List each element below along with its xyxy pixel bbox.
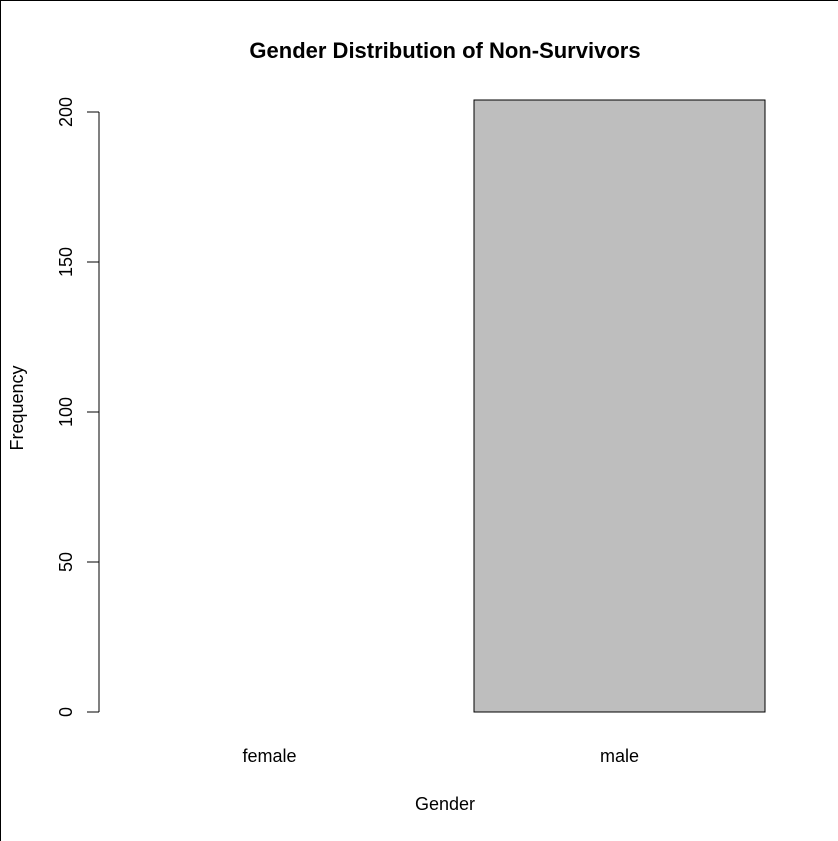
y-tick-label: 150 (56, 247, 76, 277)
y-tick-label: 0 (56, 707, 76, 717)
bar (473, 99, 766, 713)
y-tick-label: 100 (56, 397, 76, 427)
x-tick-label: female (242, 746, 296, 766)
y-axis-label: Frequency (7, 365, 27, 450)
chart-title: Gender Distribution of Non-Survivors (249, 38, 640, 63)
x-tick-label: male (600, 746, 639, 766)
y-tick-label: 200 (56, 97, 76, 127)
y-tick-label: 50 (56, 552, 76, 572)
x-axis-label: Gender (415, 794, 475, 814)
